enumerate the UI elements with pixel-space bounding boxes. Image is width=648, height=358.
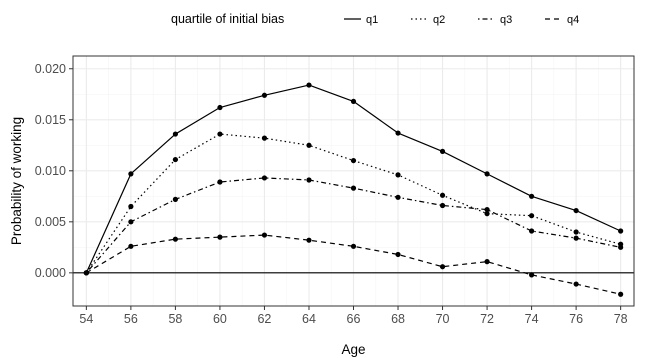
x-tick-label: 64 — [302, 312, 316, 326]
data-point-q2-60 — [217, 131, 223, 137]
x-tick-label: 74 — [525, 312, 539, 326]
data-point-q4-74 — [528, 272, 535, 278]
data-point-q1-70 — [439, 148, 446, 155]
data-point-q4-60 — [217, 234, 223, 240]
legend-title: quartile of initial bias — [171, 12, 284, 26]
x-axis-title: Age — [341, 342, 365, 357]
data-point-q3-74 — [528, 228, 535, 234]
data-point-q4-62 — [261, 232, 268, 238]
data-point-q2-68 — [395, 172, 401, 178]
x-tick-label: 68 — [391, 312, 405, 326]
x-tick-label: 66 — [347, 312, 361, 326]
x-tick-label: 76 — [569, 312, 583, 326]
x-tick-label: 70 — [436, 312, 450, 326]
y-tick-label: 0.015 — [35, 113, 66, 127]
x-tick-label: 58 — [168, 312, 182, 326]
data-point-q4-78 — [618, 291, 624, 297]
plot-panel — [72, 55, 635, 307]
data-point-q2-76 — [573, 229, 579, 235]
y-tick-label: 0.020 — [35, 62, 66, 76]
data-point-q1-66 — [350, 98, 357, 105]
data-point-q3-70 — [439, 202, 446, 209]
data-point-q3-76 — [573, 235, 579, 241]
data-point-q3-62 — [261, 175, 268, 181]
data-point-q3-56 — [128, 219, 134, 225]
major-gridlines — [73, 56, 634, 306]
data-point-q2-70 — [439, 192, 446, 198]
data-point-q1-76 — [573, 207, 579, 214]
data-point-q3-64 — [306, 177, 312, 183]
data-point-q4-66 — [350, 243, 357, 249]
x-tick-label: 60 — [213, 312, 227, 326]
data-point-q2-74 — [528, 213, 535, 219]
data-point-q1-72 — [484, 171, 490, 177]
data-point-q1-68 — [395, 130, 401, 136]
data-point-q1-60 — [217, 104, 223, 111]
legend-label-q3: q3 — [500, 14, 512, 26]
data-point-q4-72 — [484, 259, 490, 265]
y-tick-label: 0.010 — [35, 164, 66, 178]
data-point-q2-62 — [261, 135, 268, 141]
data-point-q4-64 — [306, 237, 312, 243]
data-point-q4-76 — [573, 281, 579, 287]
data-point-q3-78 — [618, 244, 624, 250]
data-point-q3-60 — [217, 179, 223, 185]
data-point-q4-68 — [395, 251, 401, 258]
y-tick-label: 0.000 — [35, 266, 66, 280]
data-point-q1-78 — [618, 228, 624, 234]
data-point-q3-68 — [395, 194, 401, 200]
data-point-q3-66 — [350, 185, 357, 191]
series-group — [83, 82, 624, 297]
data-point-q1-62 — [261, 92, 268, 98]
data-point-q1-56 — [128, 171, 134, 177]
y-tick-label: 0.005 — [35, 215, 66, 229]
legend: quartile of initial bias q1 q2 q3 q4 — [171, 12, 579, 26]
data-point-q4-70 — [439, 264, 446, 270]
x-tick-label: 72 — [480, 312, 494, 326]
x-axis: 54 56 58 60 62 64 66 68 70 72 74 76 78 — [79, 306, 628, 326]
data-point-q2-64 — [306, 142, 312, 148]
y-axis: 0.000 0.005 0.010 0.015 0.020 — [35, 62, 73, 280]
legend-label-q1: q1 — [366, 14, 378, 26]
data-point-q2-56 — [128, 203, 134, 210]
legend-label-q2: q2 — [433, 14, 445, 26]
data-point-q2-66 — [350, 157, 357, 164]
data-point-q3-72 — [484, 206, 490, 213]
x-tick-label: 56 — [124, 312, 138, 326]
data-point-q1-74 — [528, 193, 535, 199]
x-tick-label: 62 — [257, 312, 271, 326]
data-point-q2-72 — [484, 211, 490, 217]
data-point-q4-58 — [172, 236, 179, 242]
y-axis-title: Probability of working — [9, 117, 24, 245]
data-point-q1-64 — [306, 82, 312, 88]
series-q4 — [83, 232, 624, 297]
data-point-q4-56 — [128, 243, 134, 249]
data-point-q2-58 — [172, 156, 179, 163]
data-point-q1-58 — [172, 131, 179, 137]
x-tick-label: 54 — [79, 312, 93, 326]
legend-label-q4: q4 — [567, 14, 579, 26]
data-point-q4-54 — [83, 270, 89, 276]
x-tick-label: 78 — [614, 312, 628, 326]
data-point-q3-58 — [172, 196, 179, 202]
